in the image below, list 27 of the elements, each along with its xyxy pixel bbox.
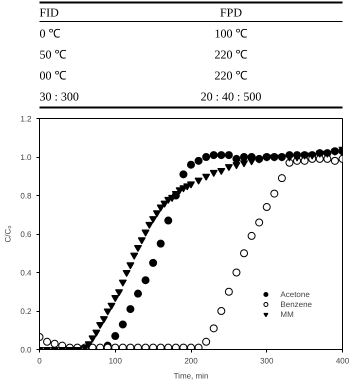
- y-tick-label: 0.0: [20, 346, 32, 354]
- text: 220 ℃: [214, 68, 248, 82]
- text: FPD: [220, 6, 242, 20]
- text: 20 : 40 : 500: [200, 90, 262, 104]
- text: 100 ℃: [214, 26, 248, 40]
- y-tick-label: 0.4: [20, 268, 32, 278]
- y-tick-label: 0.8: [20, 192, 32, 200]
- legend-label: Acetone: [280, 289, 310, 299]
- y-axis-title: C/C₀: [3, 225, 12, 243]
- text: FID: [40, 6, 60, 20]
- legend-label: Benzene: [280, 299, 312, 309]
- x-axis-title: Time, min: [174, 372, 208, 380]
- x-tick-label: 400: [336, 356, 350, 366]
- y-tick-label: 0.2: [20, 307, 32, 316]
- text: 30 : 300: [40, 90, 79, 104]
- text: 50 ℃: [40, 48, 66, 62]
- text: 220 ℃: [214, 48, 248, 62]
- y-tick-label: 0.6: [20, 230, 32, 239]
- legend-label: MM: [280, 309, 295, 319]
- y-tick-label: 1.0: [20, 153, 32, 162]
- x-tick-label: 200: [184, 356, 198, 366]
- text: 0 ℃: [40, 26, 60, 40]
- y-tick-label: 1.2: [20, 114, 32, 124]
- x-tick-label: 300: [260, 356, 274, 366]
- x-tick-label: 0: [37, 356, 42, 366]
- text: 00 ℃: [40, 68, 66, 82]
- x-tick-label: 100: [108, 356, 122, 366]
